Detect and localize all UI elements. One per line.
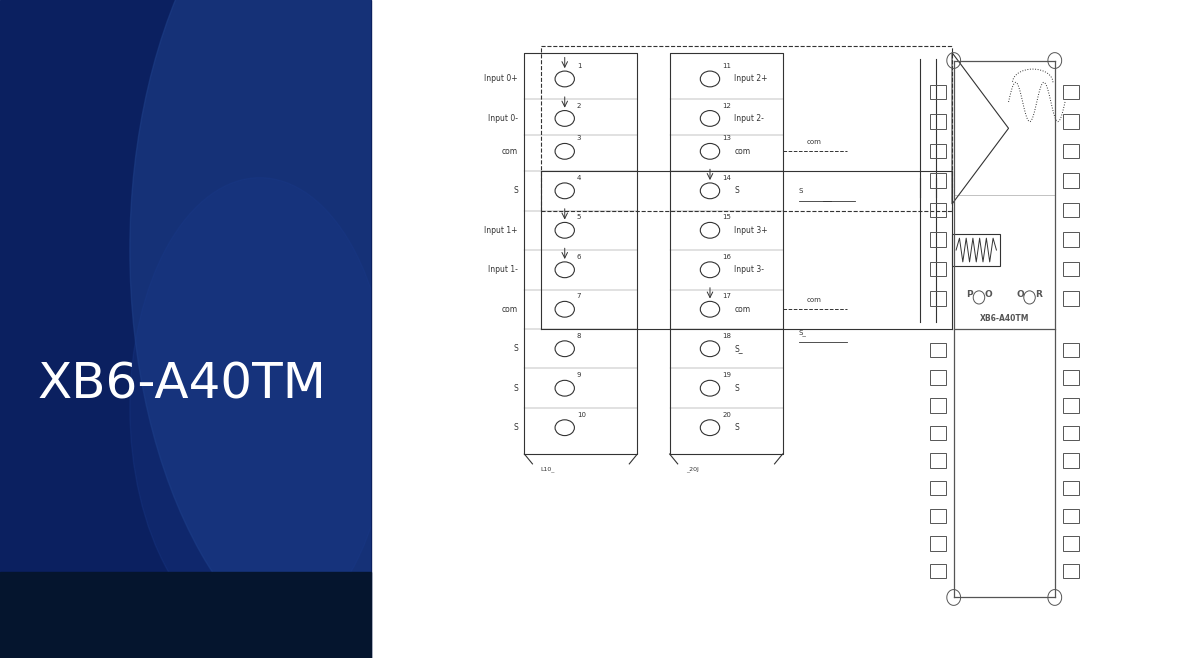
Circle shape [555, 262, 575, 278]
Text: 20: 20 [722, 412, 732, 418]
Text: com: com [502, 305, 518, 314]
Text: S_: S_ [799, 329, 807, 336]
Circle shape [555, 183, 575, 199]
Text: 10: 10 [577, 412, 585, 418]
Text: Input 3-: Input 3- [734, 265, 765, 274]
Circle shape [130, 178, 390, 638]
Text: XB6-A40TM: XB6-A40TM [979, 314, 1030, 323]
Text: S: S [734, 384, 739, 393]
Text: S: S [514, 423, 518, 432]
Text: Input 2-: Input 2- [734, 114, 765, 123]
Text: Input 0+: Input 0+ [484, 74, 518, 84]
Text: com: com [502, 147, 518, 156]
Circle shape [700, 143, 720, 159]
Text: O: O [1017, 290, 1024, 299]
Circle shape [700, 420, 720, 436]
Text: S: S [514, 384, 518, 393]
Circle shape [700, 262, 720, 278]
Text: com: com [807, 297, 822, 303]
Text: 15: 15 [722, 215, 732, 220]
Text: Input 2+: Input 2+ [734, 74, 768, 84]
Circle shape [555, 111, 575, 126]
Text: L10_: L10_ [541, 467, 555, 472]
Circle shape [1024, 291, 1035, 304]
Text: S: S [514, 186, 518, 195]
Text: 1: 1 [577, 63, 581, 69]
Circle shape [700, 71, 720, 87]
Text: 12: 12 [722, 103, 732, 109]
Circle shape [700, 301, 720, 317]
Text: Input 1-: Input 1- [488, 265, 518, 274]
Text: com: com [807, 139, 822, 145]
Text: 17: 17 [722, 293, 732, 299]
Text: 14: 14 [722, 175, 732, 181]
Text: 9: 9 [577, 372, 581, 378]
Text: Input 1+: Input 1+ [484, 226, 518, 235]
Text: 2: 2 [577, 103, 581, 109]
Text: 8: 8 [577, 333, 581, 339]
Text: S: S [734, 186, 739, 195]
Circle shape [973, 291, 985, 304]
Text: 4: 4 [577, 175, 581, 181]
Circle shape [555, 71, 575, 87]
Text: _20J: _20J [686, 467, 699, 472]
Circle shape [700, 380, 720, 396]
Text: 3: 3 [577, 136, 581, 141]
Text: 18: 18 [722, 333, 732, 339]
Text: O: O [985, 290, 992, 299]
Circle shape [555, 380, 575, 396]
Text: Input 3+: Input 3+ [734, 226, 768, 235]
Text: 5: 5 [577, 215, 581, 220]
Text: S: S [734, 423, 739, 432]
Text: R: R [1035, 290, 1043, 299]
Text: 13: 13 [722, 136, 732, 141]
Circle shape [700, 222, 720, 238]
Text: S: S [514, 344, 518, 353]
Circle shape [555, 222, 575, 238]
Text: 11: 11 [722, 63, 732, 69]
Bar [952, 234, 1000, 266]
Text: P: P [966, 290, 973, 299]
Text: 16: 16 [722, 254, 732, 260]
Circle shape [130, 0, 613, 658]
Circle shape [555, 301, 575, 317]
Text: 19: 19 [722, 372, 732, 378]
Bar [0, 572, 371, 658]
Circle shape [700, 111, 720, 126]
Circle shape [700, 341, 720, 357]
Text: XB6-A40TM: XB6-A40TM [38, 361, 326, 409]
Text: 7: 7 [577, 293, 581, 299]
Circle shape [700, 183, 720, 199]
Circle shape [555, 420, 575, 436]
Text: S: S [799, 188, 803, 194]
Circle shape [555, 341, 575, 357]
Text: com: com [734, 147, 750, 156]
Text: com: com [734, 305, 750, 314]
Circle shape [555, 143, 575, 159]
Text: 6: 6 [577, 254, 581, 260]
Text: Input 0-: Input 0- [488, 114, 518, 123]
Text: S_: S_ [734, 344, 743, 353]
